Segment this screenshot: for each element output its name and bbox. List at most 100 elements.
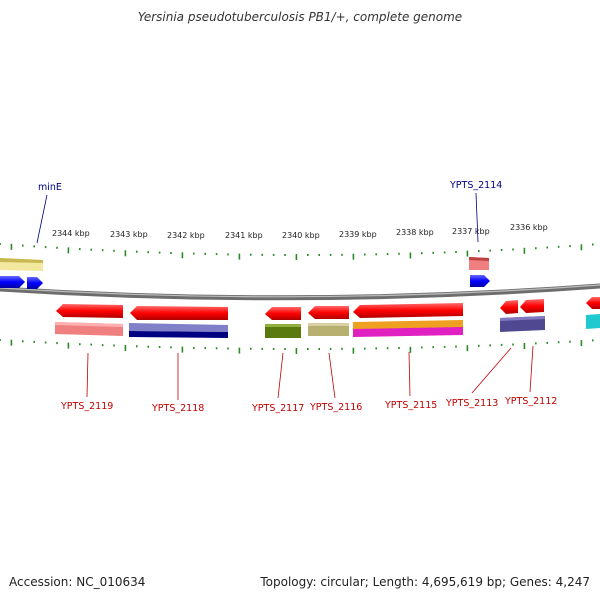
gene-label-ypts-2112[interactable]: YPTS_2112 <box>504 396 557 407</box>
major-tick <box>466 345 469 352</box>
minor-tick <box>546 246 548 249</box>
major-tick <box>124 345 127 351</box>
reverse-gene-arrow[interactable] <box>265 307 301 320</box>
minor-tick <box>90 343 92 346</box>
major-tick <box>352 253 355 260</box>
minor-tick <box>170 346 172 349</box>
minor-tick <box>341 347 343 350</box>
feature-block[interactable] <box>265 324 301 338</box>
minor-tick <box>170 252 172 254</box>
minor-tick <box>261 253 263 256</box>
feature-block-shade <box>308 323 349 326</box>
feature-block-shade <box>55 322 123 327</box>
label-leader <box>86 352 89 398</box>
gene-label-mine[interactable]: minE <box>38 182 62 193</box>
reverse-gene-arrow[interactable] <box>56 304 123 318</box>
feature-block[interactable] <box>353 327 463 337</box>
feature-block[interactable] <box>129 331 228 338</box>
forward-gene-arrow[interactable] <box>27 277 43 289</box>
label-leader <box>475 192 479 243</box>
gene-label-ypts-2118[interactable]: YPTS_2118 <box>151 403 204 414</box>
accession-text: Accession: NC_010634 <box>9 575 146 589</box>
major-tick <box>238 347 241 354</box>
minor-tick <box>432 346 434 349</box>
gene-label-ypts-2115[interactable]: YPTS_2115 <box>384 400 437 411</box>
genome-summary-text: Topology: circular; Length: 4,695,619 bp… <box>260 575 590 589</box>
label-leader <box>328 352 336 399</box>
minor-tick <box>101 249 104 252</box>
minor-tick <box>284 348 286 350</box>
major-tick <box>67 247 70 254</box>
minor-tick <box>22 244 24 247</box>
minor-tick <box>375 347 377 350</box>
minor-tick <box>204 347 206 350</box>
minor-tick <box>421 346 423 349</box>
minor-tick <box>307 348 309 350</box>
major-tick <box>67 342 70 349</box>
minor-tick <box>569 245 571 248</box>
minor-tick <box>215 253 218 256</box>
minor-tick <box>261 347 263 350</box>
minor-tick <box>227 253 229 256</box>
minor-tick <box>432 251 434 254</box>
minor-tick <box>478 344 480 347</box>
feature-block[interactable] <box>129 323 228 332</box>
minor-tick <box>33 245 35 248</box>
minor-tick <box>56 246 58 249</box>
minor-tick <box>147 251 149 254</box>
minor-tick <box>329 253 332 256</box>
gene-label-ypts-2117[interactable]: YPTS_2117 <box>251 403 304 414</box>
forward-gene-arrow[interactable] <box>470 275 490 287</box>
major-tick <box>10 339 13 346</box>
minor-tick <box>227 347 229 350</box>
feature-block-shade <box>0 258 43 263</box>
forward-gene-arrow[interactable] <box>0 276 25 288</box>
minor-tick <box>33 340 35 343</box>
gene-label-ypts-2116[interactable]: YPTS_2116 <box>309 402 362 413</box>
minor-tick <box>158 346 161 348</box>
minor-tick <box>329 347 332 350</box>
minor-tick <box>307 254 309 256</box>
reverse-gene-arrow[interactable] <box>586 297 600 309</box>
reverse-gene-arrow[interactable] <box>520 299 544 313</box>
label-leader <box>277 352 284 399</box>
scale-tick-label: 2341 kbp <box>225 231 263 240</box>
major-tick <box>466 250 469 257</box>
minor-tick <box>193 346 195 349</box>
label-leader <box>529 345 534 393</box>
gene-label-ypts-2113[interactable]: YPTS_2113 <box>445 398 498 409</box>
reverse-gene-arrow[interactable] <box>500 300 518 314</box>
minor-tick <box>421 252 423 255</box>
feature-block[interactable] <box>308 323 349 336</box>
chromosome-backbone-highlight <box>0 284 600 298</box>
minor-tick <box>113 344 115 347</box>
scale-tick-label: 2344 kbp <box>52 229 90 238</box>
minor-tick <box>341 253 343 256</box>
reverse-gene-arrow[interactable] <box>130 306 228 320</box>
minor-tick <box>0 339 1 341</box>
minor-tick <box>375 253 377 256</box>
scale-tick-label: 2338 kbp <box>396 228 434 237</box>
label-leader <box>471 347 512 394</box>
reverse-gene-arrow[interactable] <box>308 306 349 319</box>
reverse-gene-arrow[interactable] <box>353 303 463 318</box>
minor-tick <box>22 340 24 343</box>
minor-tick <box>272 347 275 350</box>
minor-tick <box>489 249 491 252</box>
gene-label-ypts-2114[interactable]: YPTS_2114 <box>449 180 502 191</box>
minor-tick <box>136 345 138 348</box>
label-leader <box>408 351 411 397</box>
minor-tick <box>193 252 195 255</box>
gene-label-ypts-2119[interactable]: YPTS_2119 <box>60 401 113 412</box>
minor-tick <box>113 249 115 252</box>
scale-ticks-bottom <box>0 339 594 354</box>
minor-tick <box>500 249 503 251</box>
scale-tick-label: 2339 kbp <box>339 230 377 239</box>
minor-tick <box>592 243 594 246</box>
minor-tick <box>284 254 286 256</box>
scale-tick-label: 2336 kbp <box>510 223 548 232</box>
minor-tick <box>546 341 548 344</box>
genome-title: Yersinia pseudotuberculosis PB1/+, compl… <box>137 10 463 24</box>
feature-block[interactable] <box>586 314 600 329</box>
